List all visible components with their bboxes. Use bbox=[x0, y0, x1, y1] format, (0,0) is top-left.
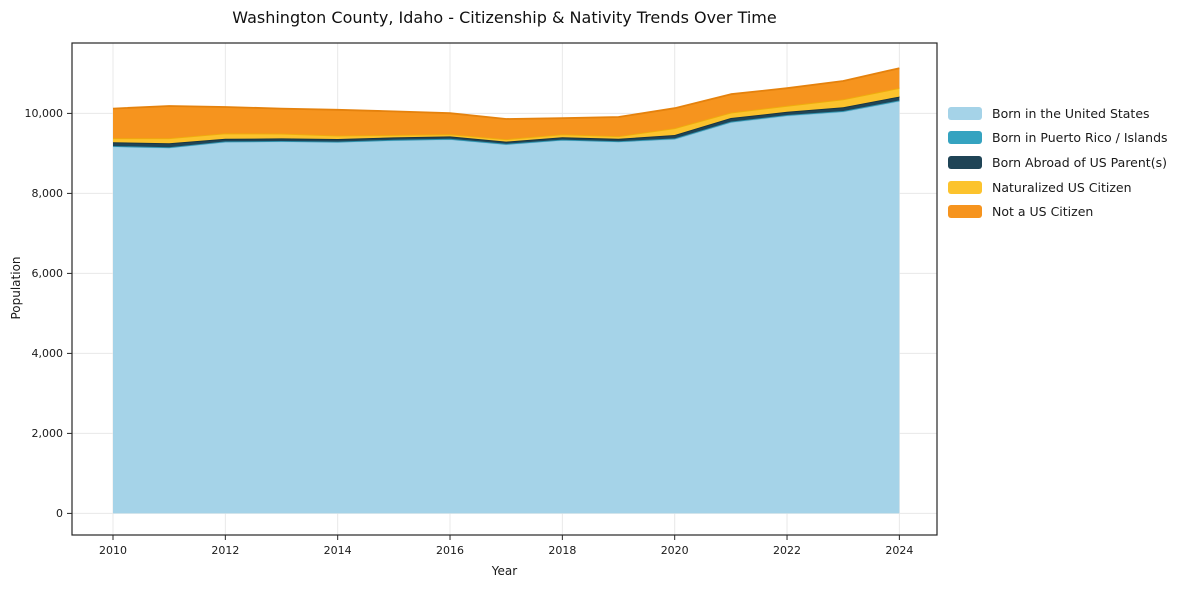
legend-swatch bbox=[948, 205, 982, 219]
y-tick-label: 4,000 bbox=[32, 347, 64, 360]
legend-label: Not a US Citizen bbox=[992, 204, 1094, 220]
legend-swatch bbox=[948, 106, 982, 120]
legend-item-2: Born Abroad of US Parent(s) bbox=[948, 150, 1168, 175]
legend-swatch bbox=[948, 180, 982, 194]
legend-item-3: Naturalized US Citizen bbox=[948, 175, 1168, 200]
x-tick-label: 2020 bbox=[661, 544, 689, 557]
legend-item-4: Not a US Citizen bbox=[948, 199, 1168, 224]
x-tick-label: 2014 bbox=[324, 544, 352, 557]
plot-border bbox=[71, 42, 938, 536]
legend-label: Born Abroad of US Parent(s) bbox=[992, 154, 1167, 170]
legend: Born in the United States Born in Puerto … bbox=[948, 101, 1168, 224]
x-tick-label: 2022 bbox=[773, 544, 801, 557]
y-tick-label: 2,000 bbox=[32, 427, 64, 440]
legend-item-0: Born in the United States bbox=[948, 101, 1168, 126]
x-tick-label: 2024 bbox=[885, 544, 913, 557]
legend-swatch bbox=[948, 155, 982, 169]
x-tick-label: 2012 bbox=[211, 544, 239, 557]
x-tick-label: 2010 bbox=[99, 544, 127, 557]
y-tick-label: 10,000 bbox=[25, 107, 64, 120]
legend-item-1: Born in Puerto Rico / Islands bbox=[948, 126, 1168, 151]
y-tick-label: 6,000 bbox=[32, 267, 64, 280]
legend-label: Naturalized US Citizen bbox=[992, 179, 1132, 195]
area-series-0 bbox=[113, 101, 900, 514]
legend-label: Born in Puerto Rico / Islands bbox=[992, 130, 1168, 146]
area-series-3 bbox=[113, 88, 900, 144]
y-tick-label: 0 bbox=[56, 507, 63, 520]
chart-title: Washington County, Idaho - Citizenship &… bbox=[232, 8, 777, 27]
x-tick-label: 2016 bbox=[436, 544, 464, 557]
legend-label: Born in the United States bbox=[992, 105, 1150, 121]
area-edge-4 bbox=[112, 67, 900, 120]
y-axis-label: Population bbox=[9, 256, 23, 320]
x-axis-label: Year bbox=[491, 564, 518, 578]
y-tick-label: 8,000 bbox=[32, 187, 64, 200]
legend-swatch bbox=[948, 131, 982, 145]
x-tick-label: 2018 bbox=[548, 544, 576, 557]
area-series-4 bbox=[113, 68, 900, 140]
